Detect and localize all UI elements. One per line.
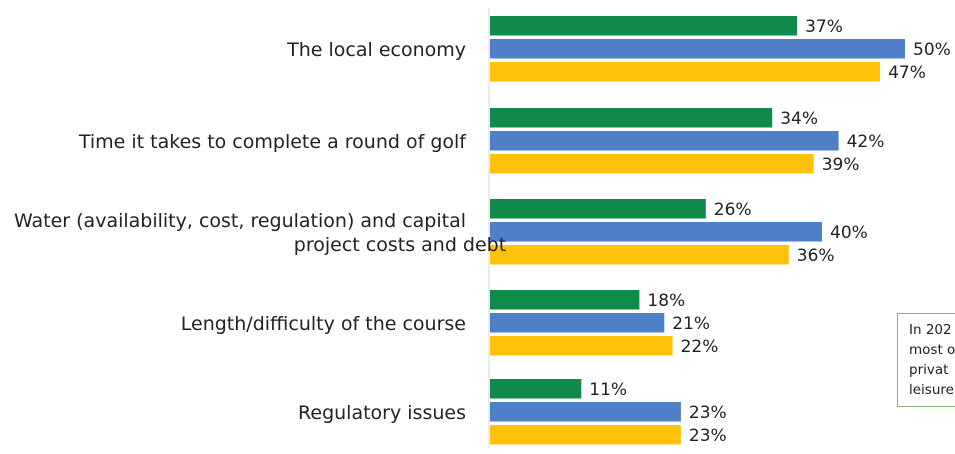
data-label: 47% bbox=[888, 63, 926, 83]
data-label: 22% bbox=[681, 337, 719, 357]
category-label: Time it takes to complete a round of gol… bbox=[78, 131, 467, 153]
category-labels-group: The local economy Time it takes to comple… bbox=[14, 39, 506, 424]
data-label: 18% bbox=[647, 291, 685, 311]
data-label: 50% bbox=[913, 40, 951, 60]
bar bbox=[490, 425, 681, 445]
annotation-line: most o bbox=[909, 342, 955, 358]
data-label: 26% bbox=[714, 200, 752, 220]
bar bbox=[490, 402, 681, 422]
bar bbox=[490, 39, 905, 59]
bar bbox=[490, 131, 839, 151]
annotation-line: leisure bbox=[909, 382, 954, 398]
annotation-line: privat bbox=[909, 362, 949, 378]
bar bbox=[490, 290, 640, 310]
category-label: Water (availability, cost, regulation) a… bbox=[14, 210, 466, 232]
annotation-line: In 202 bbox=[909, 322, 952, 338]
bar bbox=[490, 379, 582, 399]
bar bbox=[490, 16, 798, 36]
data-label: 36% bbox=[797, 246, 835, 266]
data-label: 39% bbox=[822, 155, 860, 175]
data-label: 11% bbox=[589, 380, 627, 400]
annotation-box: In 202 most o privat leisure bbox=[897, 313, 955, 407]
bar bbox=[490, 62, 881, 82]
data-label: 23% bbox=[689, 403, 727, 423]
data-label: 42% bbox=[847, 132, 885, 152]
bar bbox=[490, 336, 673, 356]
data-label: 37% bbox=[805, 17, 843, 37]
bar bbox=[490, 108, 773, 128]
data-label: 23% bbox=[689, 426, 727, 446]
bar bbox=[490, 245, 789, 265]
bar bbox=[490, 313, 665, 333]
category-label: Regulatory issues bbox=[298, 402, 466, 424]
data-label: 40% bbox=[830, 223, 868, 243]
bar bbox=[490, 222, 822, 242]
category-label: project costs and debt bbox=[294, 234, 506, 256]
data-label: 21% bbox=[672, 314, 710, 334]
bars-group bbox=[490, 16, 905, 445]
category-label: Length/difficulty of the course bbox=[181, 313, 466, 335]
bar bbox=[490, 199, 706, 219]
bar bbox=[490, 154, 814, 174]
data-label: 34% bbox=[780, 109, 818, 129]
value-labels-group: 37% 50% 47% 34% 42% 39% 26% 40% 36% 18% 21% 22% 11% 2… bbox=[589, 17, 950, 446]
category-label: The local economy bbox=[286, 39, 466, 61]
